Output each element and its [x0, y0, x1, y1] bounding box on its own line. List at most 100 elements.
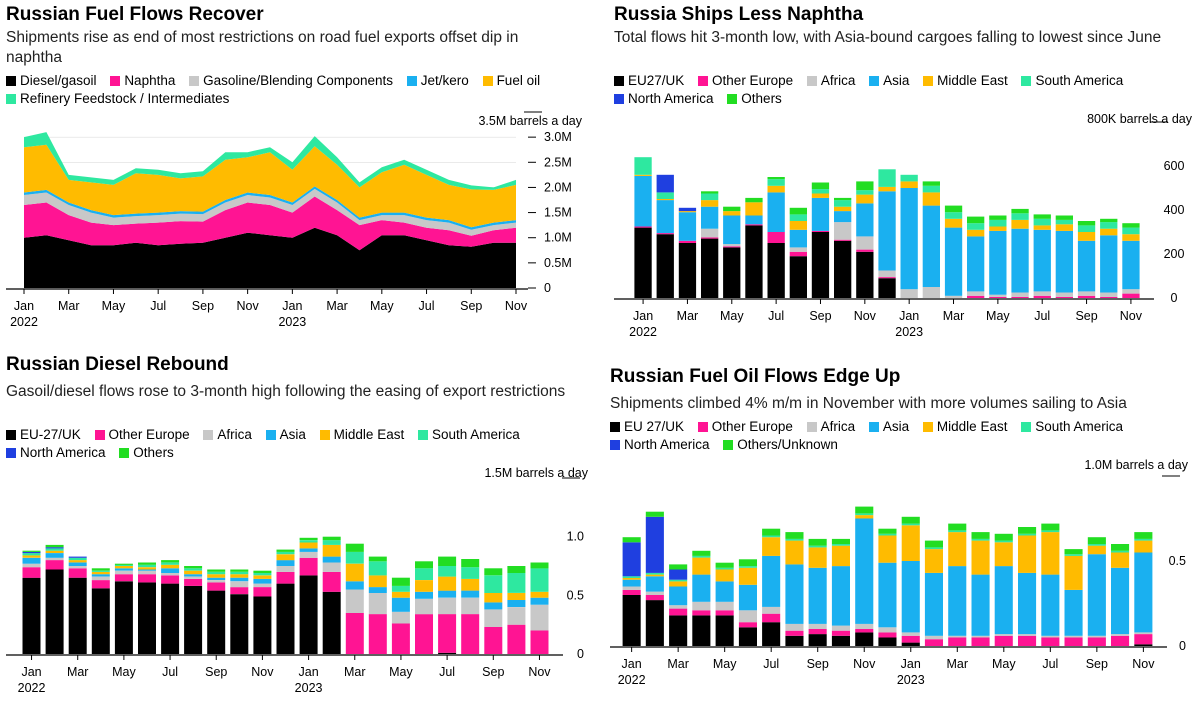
bar-segment-other-europe — [530, 630, 549, 654]
bar-segment-south-america — [785, 538, 804, 541]
bar-segment-africa — [701, 228, 719, 238]
bar-segment-middle-east — [971, 540, 990, 575]
bar-segment-asia — [299, 548, 318, 552]
bar-segment-africa — [114, 570, 133, 575]
legend-swatch — [614, 76, 624, 86]
bar-segment-middle-east — [831, 545, 850, 567]
legend-item: Refinery Feedstock / Intermediates — [6, 90, 229, 108]
bar-segment-others — [507, 566, 526, 573]
bar-segment-south-america — [1111, 550, 1130, 553]
x-tick-label: Jan — [633, 309, 653, 323]
bar-segment-asia — [1055, 230, 1073, 293]
bar-segment-others — [438, 556, 457, 566]
bar-segment-south-america — [901, 523, 920, 526]
bar-segment-middle-east — [68, 560, 87, 563]
bar-segment-other-europe — [669, 608, 688, 616]
bar-segment-other-europe — [878, 632, 897, 638]
bar-segment-south-america — [811, 189, 830, 194]
bar-segment-africa — [878, 627, 897, 633]
legend-swatch — [319, 430, 330, 440]
bar-segment-africa — [944, 295, 963, 298]
bar-segment-others — [701, 191, 719, 194]
bar-segment-asia — [831, 566, 850, 626]
legend-item: North America — [614, 90, 714, 108]
bar-segment-africa — [484, 609, 503, 627]
bar-segment-others — [22, 550, 41, 552]
legend-swatch — [265, 430, 276, 440]
legend-item: Fuel oil — [482, 72, 540, 90]
bar-segment-others-unknown — [715, 562, 734, 568]
bar-segment-asia — [138, 569, 156, 571]
x-tick-label: Jan — [282, 299, 302, 313]
bar-segment-others — [1100, 218, 1118, 223]
bar-segment-asia — [1122, 240, 1140, 290]
bar-segment-asia — [1087, 554, 1106, 636]
bar-segment-asia — [1018, 572, 1037, 635]
bar-segment-other-europe — [1064, 637, 1083, 646]
y-tick-label: 0.5 — [567, 588, 584, 602]
bar-segment-middle-east — [1018, 535, 1037, 573]
bar-segment-eu-uk — [45, 569, 64, 654]
bar-segment-asia — [692, 574, 711, 602]
bar-segment-asia — [68, 562, 87, 566]
bar-segment-middle-east — [834, 206, 852, 212]
bar-segment-africa — [345, 589, 364, 613]
bar-segment-south-america — [634, 157, 652, 175]
bar-segment-others — [1122, 223, 1140, 228]
bar-segment-others — [834, 197, 852, 201]
legend-swatch — [417, 430, 428, 440]
x-tick-label: Jul — [419, 299, 435, 313]
bar-segment-asia — [415, 591, 433, 599]
bar-segment-asia — [1111, 567, 1130, 635]
bar-segment-other-europe — [678, 240, 697, 243]
bar-segment-other-europe — [692, 610, 711, 616]
bar-segment-south-america — [91, 570, 110, 572]
p1-title: Russian Fuel Flows Recover — [6, 4, 264, 25]
bar-segment-others — [530, 562, 549, 569]
bar-segment-other-europe — [762, 613, 781, 623]
bar-segment-africa — [461, 597, 480, 615]
p2-title: Russia Ships Less Naphtha — [614, 4, 864, 25]
bar-segment-asia — [438, 590, 457, 598]
y-tick-label: 0.5 — [1169, 554, 1186, 568]
bar-segment-other-europe — [207, 582, 226, 591]
bar-segment-south-america — [415, 568, 433, 580]
bar-segment-south-america — [900, 174, 918, 182]
area-series-gasoline-blending-components — [24, 188, 516, 236]
bar-segment-africa — [1134, 632, 1153, 635]
bar-segment-middle-east — [1122, 234, 1140, 241]
bar-segment-others — [138, 562, 156, 565]
x-tick-label: Jan — [299, 665, 319, 679]
bar-segment-africa — [161, 573, 180, 576]
bar-segment-eu-uk — [856, 251, 874, 298]
bar-segment-middle-east — [484, 593, 503, 603]
bar-segment-asia — [461, 590, 480, 598]
x-tick-label: May — [986, 309, 1010, 323]
bar-segment-africa — [253, 583, 272, 588]
bar-segment-other-europe — [701, 237, 719, 239]
bar-segment-others — [1011, 208, 1029, 214]
bar-segment-eu-uk — [901, 642, 920, 646]
bar-segment-others — [767, 177, 785, 180]
bar-segment-eu-uk — [322, 591, 341, 654]
bar-segment-others-unknown — [831, 538, 850, 544]
bar-segment-others-unknown — [901, 516, 920, 524]
bar-segment-africa — [1077, 291, 1096, 296]
y-tick-label: 2.0M — [544, 180, 572, 194]
x-tick-label: Jan — [901, 657, 921, 671]
legend-item: EU 27/UK — [610, 418, 684, 436]
bar-segment-africa — [391, 611, 410, 624]
bar-segment-africa — [762, 606, 781, 614]
bar-segment-north-america — [678, 207, 697, 212]
p3-title: Russian Diesel Rebound — [6, 354, 229, 375]
legend-swatch — [6, 76, 16, 86]
x-tick-label: Jul — [1034, 309, 1050, 323]
bar-segment-others-unknown — [878, 528, 897, 534]
bar-segment-other-europe — [368, 614, 387, 654]
bar-segment-africa — [368, 593, 387, 615]
legend-swatch — [6, 94, 16, 104]
bar-segment-south-america — [622, 576, 641, 578]
bar-segment-asia — [900, 188, 918, 290]
bar-segment-south-america — [789, 214, 807, 221]
bar-segment-others-unknown — [855, 506, 874, 514]
